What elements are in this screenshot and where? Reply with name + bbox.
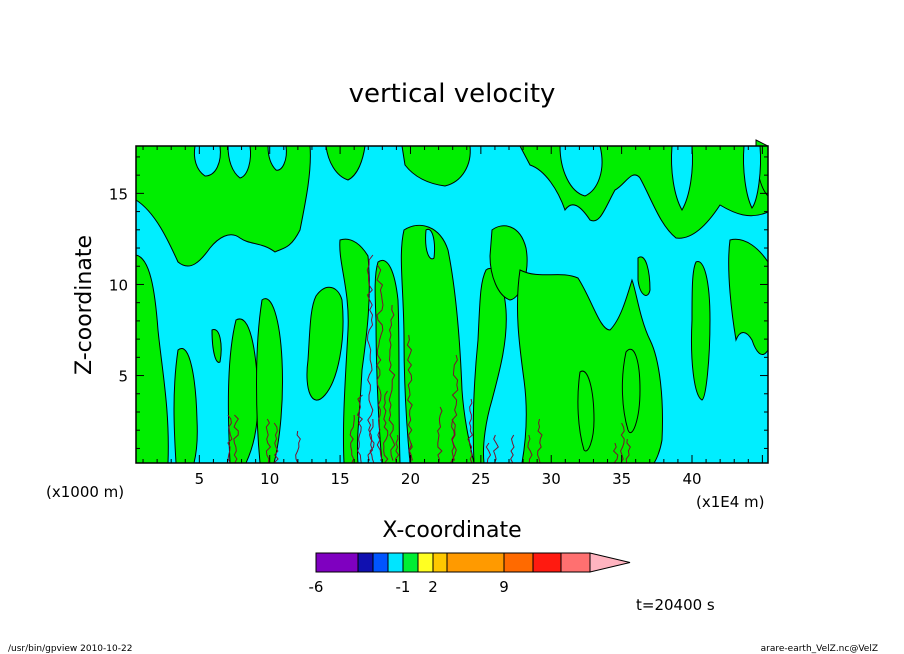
fine-contour	[467, 398, 474, 464]
fine-contour	[510, 434, 515, 464]
fine-contour	[451, 354, 459, 461]
colorbar-swatch	[503, 552, 534, 573]
plot-area	[135, 139, 769, 464]
x-tick-label: 30	[542, 470, 561, 488]
fine-contour	[233, 414, 239, 464]
y-axis-label: Z-coordinate	[72, 235, 97, 375]
colorbar-label: 9	[499, 578, 509, 596]
x-tick-label: 5	[195, 470, 205, 488]
y-tick-label: 5	[118, 368, 128, 386]
fine-contour	[376, 264, 384, 461]
negative-region	[267, 145, 287, 171]
negative-velocity-pockets	[193, 145, 761, 260]
negative-region	[743, 145, 761, 209]
positive-region	[173, 347, 198, 464]
x-tick-label: 35	[612, 470, 631, 488]
x-axis-label: X-coordinate	[382, 518, 521, 543]
fine-contour	[406, 334, 413, 461]
positive-region	[211, 329, 222, 363]
plot-frame	[135, 145, 769, 464]
chart-title: vertical velocity	[349, 79, 556, 109]
x-unit-left: (x1000 m)	[46, 483, 124, 501]
footer-left: /usr/bin/gpview 2010-10-22	[8, 644, 132, 654]
fine-contour	[295, 430, 301, 464]
colorbar-label: -1	[396, 578, 411, 596]
colorbar-swatch	[402, 552, 419, 573]
x-tick-label: 20	[401, 470, 420, 488]
positive-region	[637, 256, 651, 296]
y-axis: 5 10 15	[109, 156, 768, 449]
positive-region	[728, 238, 769, 355]
x-tick-label: 25	[471, 470, 490, 488]
positive-region	[227, 318, 259, 464]
fine-contour	[527, 434, 533, 464]
negative-region	[227, 145, 251, 179]
positive-region	[256, 298, 284, 464]
x-axis: 5 10 15 20 25 30 35 40	[142, 146, 763, 488]
negative-region	[425, 228, 435, 260]
colorbar-swatch	[387, 552, 404, 573]
y-tick-label: 10	[109, 276, 128, 294]
x-tick-label: 10	[260, 470, 279, 488]
fine-contour	[366, 254, 374, 461]
y-tick-label: 15	[109, 185, 128, 203]
time-label: t=20400 s	[636, 596, 715, 614]
positive-region	[472, 267, 507, 464]
x-tick-label: 40	[682, 470, 701, 488]
positive-region	[691, 261, 711, 401]
colorbar-label: 2	[428, 578, 438, 596]
positive-region	[577, 370, 595, 452]
fine-contour	[369, 418, 375, 464]
positive-region	[325, 145, 366, 181]
colorbar-swatch	[315, 552, 359, 573]
positive-region	[306, 286, 344, 401]
colorbar-arrow	[589, 552, 631, 573]
fine-contour	[265, 418, 272, 464]
x-tick-label: 15	[331, 470, 350, 488]
footer-right: arare-earth_VelZ.nc@VelZ	[761, 644, 878, 654]
positive-region	[401, 145, 471, 187]
colorbar-swatch	[532, 552, 562, 573]
negative-region	[193, 145, 221, 177]
fine-contour	[272, 422, 279, 464]
colorbar-swatch	[417, 552, 434, 573]
fine-contour	[619, 422, 625, 464]
colorbar-swatch	[560, 552, 591, 573]
positive-region	[621, 349, 641, 433]
negative-region	[671, 145, 693, 212]
fine-contour	[349, 414, 355, 464]
fine-contour-lines	[227, 254, 631, 464]
colorbar-swatch	[432, 552, 448, 573]
fine-contour	[437, 406, 443, 464]
positive-region	[135, 145, 311, 267]
colorbar-label: -6	[309, 578, 324, 596]
fine-contour	[383, 390, 389, 464]
fine-contour	[356, 394, 364, 464]
fine-contour	[227, 414, 233, 464]
colorbar-swatch	[357, 552, 374, 573]
colorbar-swatch	[446, 552, 505, 573]
fine-contour	[537, 418, 543, 464]
positive-region	[339, 238, 370, 464]
negative-region	[559, 145, 603, 197]
positive-region	[135, 254, 169, 464]
colorbar: -6 -1 2 9	[309, 552, 631, 596]
colorbar-swatch	[372, 552, 389, 573]
positive-velocity-regions	[135, 139, 769, 464]
fine-contour	[388, 304, 396, 461]
x-unit-right: (x1E4 m)	[696, 493, 765, 511]
